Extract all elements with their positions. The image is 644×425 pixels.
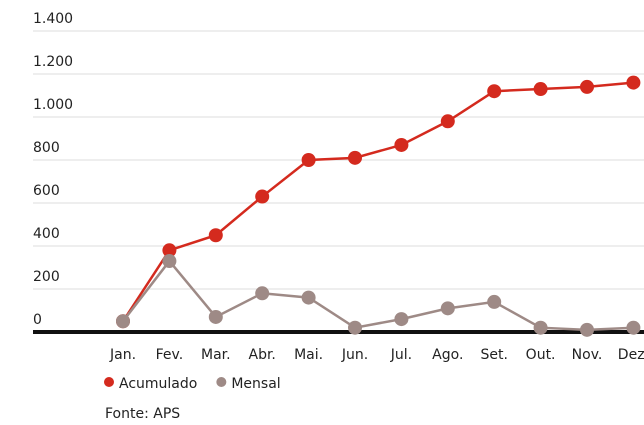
x-tick-label: Nov. (572, 347, 603, 363)
y-tick-label: 1.200 (33, 54, 73, 70)
point (394, 312, 409, 327)
point (626, 320, 641, 335)
x-tick-label: Jun. (341, 347, 368, 363)
point (626, 75, 641, 90)
point (348, 320, 362, 335)
x-tick-label: Dez. (618, 347, 644, 363)
point (301, 153, 316, 167)
y-tick-label: 1.000 (33, 97, 73, 113)
point (208, 309, 223, 324)
y-tick-label: 1.400 (33, 11, 73, 27)
x-tick-label: Jan. (109, 347, 136, 363)
x-tick-label: Jul. (390, 347, 412, 363)
point (116, 314, 130, 329)
point (255, 189, 270, 204)
y-tick-label: 0 (33, 312, 42, 328)
x-tick-label: Abr. (249, 347, 276, 363)
point (533, 320, 548, 335)
y-tick-label: 800 (33, 140, 60, 156)
point (208, 228, 223, 243)
y-tick-label: 400 (33, 226, 60, 242)
point (487, 294, 502, 309)
x-tick-label: Ago. (432, 347, 463, 363)
x-tick-label: Fev. (156, 347, 184, 363)
legend-label: Mensal (231, 376, 280, 392)
legend-label: Acumulado (119, 376, 197, 392)
y-tick-label: 200 (33, 269, 60, 285)
legend-swatch (104, 377, 114, 387)
point (440, 114, 455, 129)
series-line (121, 81, 634, 322)
point (394, 137, 409, 152)
point (580, 322, 594, 337)
x-tick-label: Mai. (294, 347, 323, 363)
point (301, 290, 316, 305)
point (533, 82, 548, 97)
x-tick-label: Mar. (201, 347, 231, 363)
point (255, 286, 270, 301)
y-tick-label: 600 (33, 183, 60, 199)
source: Fonte: APS (105, 406, 180, 422)
x-tick-label: Out. (526, 347, 556, 363)
point (162, 243, 177, 258)
x-tick-label: Set. (480, 347, 507, 363)
point (440, 301, 455, 316)
point (162, 254, 177, 269)
series-line (122, 259, 634, 332)
point (348, 150, 362, 165)
point (487, 84, 502, 99)
point (580, 79, 594, 94)
legend-swatch (216, 377, 227, 387)
